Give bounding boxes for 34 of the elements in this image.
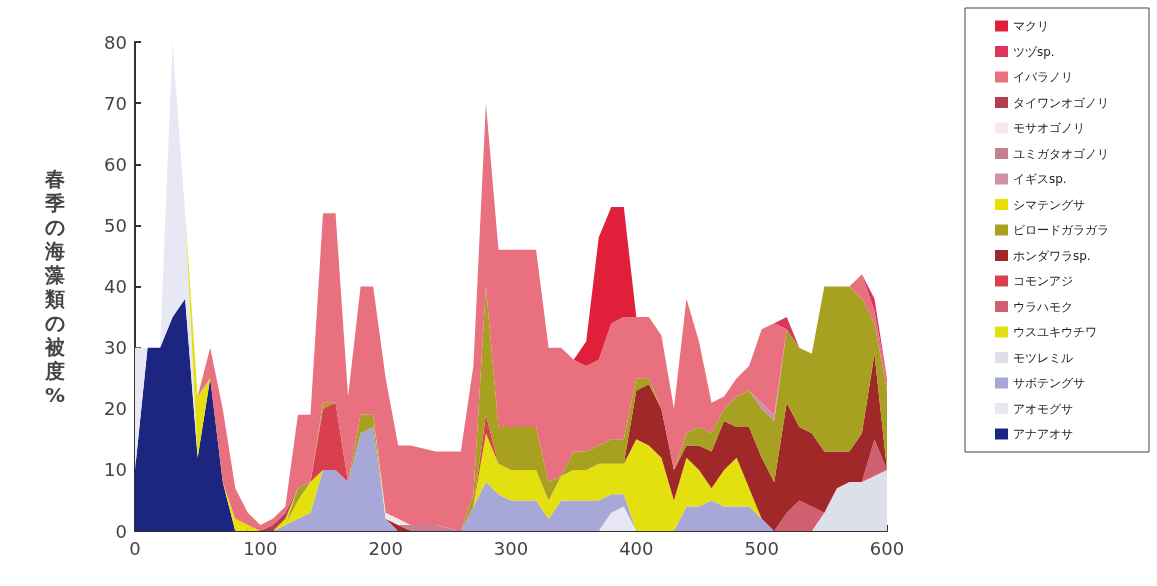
legend-label: サボテングサ	[1013, 376, 1085, 390]
y-tick-label: 0	[115, 520, 127, 542]
y-tick-label: 50	[104, 214, 127, 236]
y-tick-label: 60	[104, 153, 127, 175]
legend-label: モサオゴノリ	[1013, 121, 1085, 135]
y-tick-label: 70	[104, 92, 127, 114]
legend-label: イギスsp.	[1013, 172, 1067, 186]
legend-label: ウラハモク	[1013, 299, 1073, 314]
legend-label: ユミガタオゴノリ	[1013, 146, 1109, 161]
legend-label: イバラノリ	[1013, 70, 1073, 84]
x-tick-label: 600	[869, 537, 905, 559]
legend-label: マクリ	[1013, 19, 1049, 33]
x-tick-label: 300	[493, 537, 529, 559]
y-tick-label: 20	[104, 398, 127, 420]
x-tick-label: 400	[619, 537, 654, 559]
text: 春季の海藻類の被度%	[44, 166, 65, 407]
legend-label: ビロードガラガラ	[1013, 223, 1109, 237]
x-tick-label: 500	[744, 537, 779, 559]
x-tick-label: 0	[129, 537, 141, 559]
legend-label: アナアオサ	[1013, 427, 1073, 441]
legend-label: ウスユキウチワ	[1013, 325, 1097, 339]
legend-label: モツレミル	[1013, 350, 1073, 365]
x-tick-label: 100	[243, 537, 278, 559]
x-tick-label: 200	[368, 537, 403, 559]
y-tick-label: 30	[104, 337, 127, 359]
legend-label: タイワンオゴノリ	[1013, 95, 1109, 110]
legend-label: シマテングサ	[1013, 197, 1085, 212]
legend-label: アオモグサ	[1013, 401, 1073, 416]
y-tick-label: 80	[104, 31, 127, 53]
legend-label: ホンダワラsp.	[1013, 248, 1091, 263]
legend-label: コモンアジ	[1013, 274, 1073, 288]
y-tick-label: 10	[104, 459, 127, 481]
y-tick-label: 40	[104, 276, 127, 297]
legend-label: ツヅsp.	[1013, 44, 1055, 59]
